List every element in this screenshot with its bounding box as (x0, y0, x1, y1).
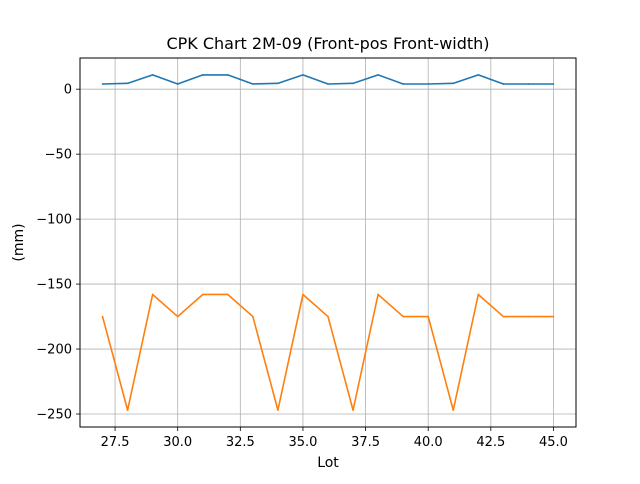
series-1-point (552, 83, 555, 85)
y-axis-label: (mm) (11, 223, 27, 261)
series-lines (101, 74, 555, 411)
x-axis-label: Lot (317, 455, 339, 471)
x-tick-label: 32.5 (226, 435, 255, 450)
series-2-point (427, 315, 430, 318)
series-1-point (126, 82, 129, 85)
series-2-point (101, 315, 104, 318)
y-tick-label: −150 (36, 278, 72, 293)
series-1-point (226, 74, 229, 76)
series-2-point (176, 315, 179, 318)
series-2-point (502, 315, 505, 318)
series-1-point (477, 74, 480, 76)
series-1-point (201, 74, 204, 76)
series-1-point (101, 83, 104, 85)
axis-ticks: 27.5 30.0 32.5 35.0 37.5 40.0 42.5 45.0 0 −50 −100… (36, 83, 568, 450)
series-2-point (277, 409, 279, 411)
series-1-point (452, 82, 455, 85)
series-2-point (377, 293, 379, 296)
series-2-point (302, 293, 304, 296)
y-tick-label: −250 (36, 408, 72, 423)
series-2-point (477, 293, 480, 296)
series-2-point (226, 293, 229, 296)
x-tick-label: 45.0 (539, 435, 568, 450)
series-2-point (126, 409, 129, 411)
series-1-point (302, 74, 304, 76)
series-2-point (527, 315, 530, 318)
series-1-point (352, 82, 354, 85)
series-1-point (327, 83, 329, 85)
series-1-point (527, 83, 530, 85)
series-1-point (377, 74, 379, 76)
series-2-point (402, 315, 404, 318)
x-tick-label: 42.5 (476, 435, 505, 450)
y-tick-label: −100 (36, 213, 72, 228)
x-tick-label: 40.0 (414, 435, 443, 450)
grid-lines (80, 58, 576, 427)
chart-title: CPK Chart 2M-09 (Front-pos Front-width) (166, 34, 489, 53)
y-tick-label: −50 (45, 148, 72, 163)
series-1-point (402, 83, 404, 85)
series-2-point (151, 293, 154, 296)
y-tick-label: 0 (64, 83, 72, 98)
series-2-point (201, 293, 204, 296)
series-1-point (427, 83, 430, 85)
plot-frame (79, 57, 577, 428)
series-1-point (277, 82, 279, 85)
series-1-point (176, 83, 179, 85)
x-tick-label: 37.5 (351, 435, 380, 450)
series-1-point (252, 83, 254, 85)
series-2-point (252, 315, 254, 318)
series-2-point (352, 409, 354, 411)
y-tick-label: −200 (36, 343, 72, 358)
series-1-point (151, 74, 154, 76)
x-tick-label: 35.0 (288, 435, 317, 450)
series-2-point (327, 315, 329, 318)
series-2-point (452, 409, 455, 411)
x-tick-label: 27.5 (101, 435, 130, 450)
series-2-point (552, 315, 555, 318)
x-tick-label: 30.0 (163, 435, 192, 450)
series-1-point (502, 83, 505, 85)
